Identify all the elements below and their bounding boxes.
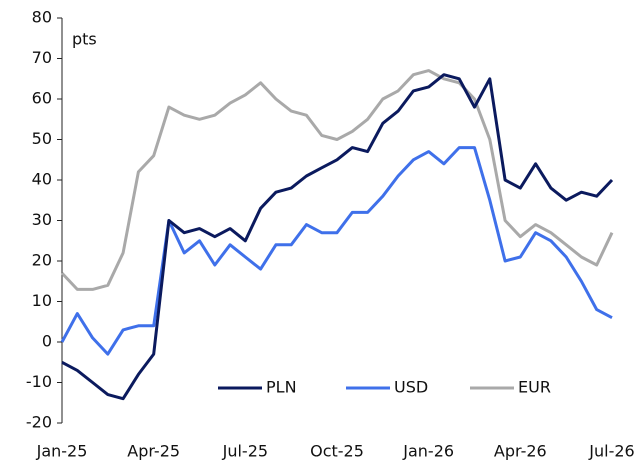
y-tick-label: 80 xyxy=(32,8,52,27)
line-series xyxy=(61,73,614,401)
y-tick-label: 30 xyxy=(32,210,52,229)
y-tick-label: -20 xyxy=(26,413,52,432)
x-tick-label: Jul-25 xyxy=(222,442,268,461)
y-tick-label: 0 xyxy=(42,332,52,351)
unit-annotation: pts xyxy=(72,30,97,49)
x-tick-label: Apr-25 xyxy=(127,442,180,461)
y-tick-label: 20 xyxy=(32,251,52,270)
legend-label: USD xyxy=(394,378,428,397)
x-tick-label: Jul-26 xyxy=(588,442,634,461)
x-tick-label: Apr-26 xyxy=(494,442,547,461)
x-tick-label: Jan-26 xyxy=(402,442,454,461)
y-tick-label: 10 xyxy=(32,291,52,310)
y-tick-label: 40 xyxy=(32,170,52,189)
y-tick-label: 70 xyxy=(32,48,52,67)
legend-label: PLN xyxy=(266,378,297,397)
y-tick-label: 60 xyxy=(32,89,52,108)
y-tick-label: 50 xyxy=(32,129,52,148)
line-series xyxy=(60,146,613,356)
line-series xyxy=(60,69,614,291)
y-tick-label: -10 xyxy=(26,372,52,391)
x-tick-label: Jan-25 xyxy=(36,442,88,461)
legend-label: EUR xyxy=(518,378,551,397)
x-tick-label: Oct-25 xyxy=(310,442,364,461)
